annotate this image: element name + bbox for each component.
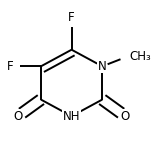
Text: CH₃: CH₃	[129, 50, 151, 63]
Text: O: O	[13, 110, 22, 123]
Text: O: O	[121, 110, 130, 123]
Text: N: N	[98, 60, 107, 73]
Text: F: F	[7, 60, 14, 73]
Text: F: F	[68, 11, 75, 24]
Text: NH: NH	[63, 110, 80, 123]
